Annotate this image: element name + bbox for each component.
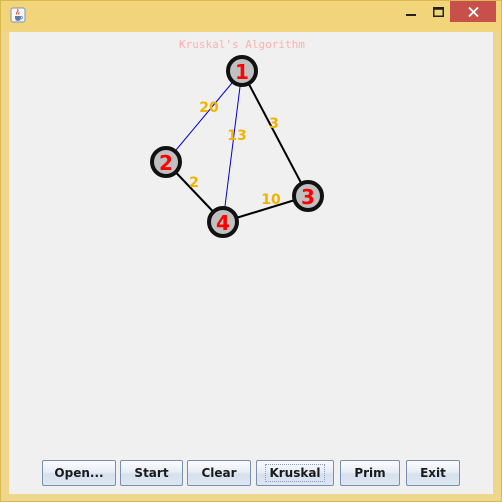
close-icon (467, 6, 479, 17)
open-button-label: Open... (54, 466, 104, 480)
edge-1-4 (222, 70, 243, 223)
edge-weight-2-4: 2 (189, 175, 199, 191)
clear-button-label: Clear (201, 466, 237, 480)
node-label-1: 1 (235, 60, 249, 84)
title-bar[interactable] (1, 1, 501, 31)
minimize-icon (406, 14, 416, 16)
graph-drawing: 1 2 3 4 20 13 3 2 10 (150, 55, 324, 238)
prim-button-label: Prim (354, 466, 386, 480)
graph-canvas[interactable]: Kruskal's Algorithm 1 2 3 4 20 13 3 2 10 (9, 32, 493, 452)
edge-1-3 (241, 70, 309, 197)
kruskal-button-label: Kruskal (265, 464, 325, 482)
algorithm-title: Kruskal's Algorithm (179, 38, 305, 51)
kruskal-button[interactable]: Kruskal (256, 460, 334, 486)
exit-button-label: Exit (420, 466, 446, 480)
edge-weight-1-2: 20 (199, 100, 219, 116)
exit-button[interactable]: Exit (406, 460, 460, 486)
node-label-4: 4 (216, 211, 230, 235)
minimize-button[interactable] (397, 1, 425, 23)
content-pane: Kruskal's Algorithm 1 2 3 4 20 13 3 2 10 Open...… (9, 32, 493, 494)
maximize-icon (432, 7, 444, 17)
edge-1-2 (165, 70, 243, 163)
maximize-button[interactable] (425, 1, 451, 23)
node-label-2: 2 (159, 151, 173, 175)
node-4[interactable] (207, 206, 239, 238)
button-bar: Open... Start Clear Kruskal Prim Exit (9, 459, 493, 489)
open-button[interactable]: Open... (42, 460, 116, 486)
node-1[interactable] (226, 55, 258, 87)
node-label-3: 3 (301, 185, 315, 209)
edge-weight-1-4: 13 (227, 128, 246, 144)
prim-button[interactable]: Prim (340, 460, 400, 486)
node-2[interactable] (150, 146, 182, 178)
node-3[interactable] (292, 180, 324, 212)
clear-button[interactable]: Clear (187, 460, 251, 486)
edge-weight-4-3: 10 (261, 192, 281, 208)
start-button-label: Start (134, 466, 169, 480)
edge-weight-1-3: 3 (269, 116, 279, 132)
start-button[interactable]: Start (120, 460, 183, 486)
close-button[interactable] (450, 1, 496, 22)
java-cup-icon (10, 7, 26, 23)
